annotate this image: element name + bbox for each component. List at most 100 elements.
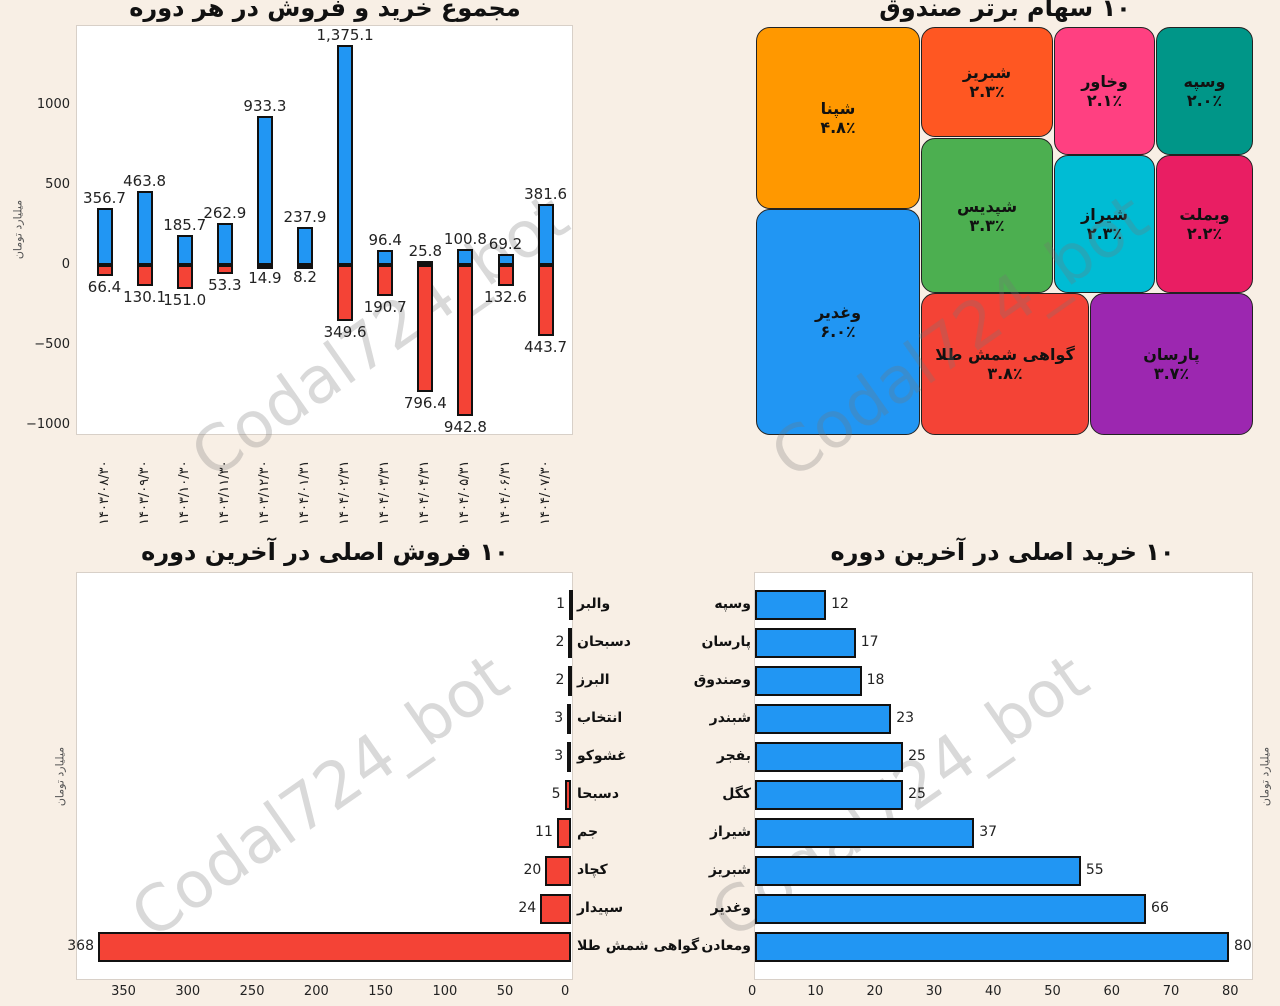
tile-percent: ۲.۲٪ [1186,224,1223,243]
sell-value-label: 443.7 [524,337,568,356]
sell-bar [176,265,193,290]
buy-value-label: 25.8 [408,241,442,260]
x-date-label: ۱۴۰۳/۰۸/۳۰ [96,460,112,525]
buy-bar [457,248,474,265]
sell-bar [537,265,554,336]
buy-bar [755,590,827,620]
y-tick-label: −500 [34,337,70,352]
buy-value-label: 55 [1085,862,1104,878]
sell-symbol-label: دسبحان [577,634,631,650]
sell-symbol-label: انتخاب [577,710,623,726]
sell-value-label: 151.0 [163,291,207,310]
x-tick-label: 70 [1162,984,1180,999]
sell-bar [569,590,573,620]
buy-value-label: 356.7 [83,188,126,207]
buy-bar [297,226,313,265]
x-tick-label: 0 [561,984,570,999]
tile-name: شپنا [820,99,856,118]
buy-bar [755,818,975,848]
x-tick-label: 60 [1103,984,1121,999]
buy-bar [256,115,273,265]
buy-value-label: 100.8 [443,229,487,248]
tile-percent: ۴.۸٪ [820,118,856,137]
y-tick-label: 500 [45,177,70,192]
sell-value-label: 942.8 [443,417,487,436]
sell-value-label: 5 [551,786,561,802]
buy-symbol-label: کگل [722,786,751,802]
buy-sell-chart-ylabel: میلیارد تومان [11,199,25,260]
x-tick-label: 200 [303,984,329,999]
sell-symbol-label: جم [577,824,599,840]
x-tick-label: 20 [866,984,884,999]
buy-bar [755,704,892,734]
sell-bar [297,265,313,269]
buy-bar [755,742,904,772]
tile-name: شیراز [1081,205,1128,224]
sell-bar [337,265,354,321]
buy-symbol-label: وصندوق [693,672,751,688]
x-tick-label: 40 [985,984,1002,999]
y-tick-label: −1000 [26,417,70,432]
top-sells-plot [76,572,573,980]
sell-bar [567,704,572,734]
tile-percent: ۳.۷٪ [1153,364,1190,383]
buy-bar [755,628,856,658]
x-date-label: ۱۴۰۴/۰۳/۳۱ [377,460,393,525]
sell-value-label: 53.3 [208,275,242,294]
buy-value-label: 96.4 [368,230,402,249]
buy-value-label: 25 [908,748,926,764]
sell-bar [98,932,571,962]
buy-value-label: 185.7 [163,216,207,235]
treemap-tile: شبریز ۲.۳٪ [921,27,1053,137]
buy-symbol-label: بفجر [716,748,751,764]
buy-bar [755,856,1081,886]
buy-value-label: 262.9 [203,203,247,222]
tile-name: شبریز [962,63,1012,82]
buy-bar [755,894,1147,924]
sell-bar [256,265,273,269]
tile-name: وغدیر [814,303,862,322]
buy-sell-chart-plot [76,25,573,435]
buy-symbol-label: شبریز [708,862,751,878]
y-tick-label: 1000 [36,97,70,112]
tile-percent: ۲.۱٪ [1086,91,1123,110]
sell-bar [216,265,233,274]
sell-value-label: 1 [556,596,565,612]
tile-percent: ۲.۳٪ [969,82,1005,101]
buy-bar [136,190,153,265]
sell-value-label: 24 [518,900,537,916]
x-tick-label: 50 [496,984,514,999]
sell-value-label: 2 [555,634,565,650]
top-buys-ylabel: میلیارد تومان [1258,746,1272,807]
buy-symbol-label: وسپه [714,596,751,612]
buy-value-label: 25 [908,786,926,802]
sell-bar [417,265,434,393]
tile-percent: ۶.۰٪ [820,322,856,341]
tile-percent: ۳.۸٪ [987,364,1023,383]
sell-bar [96,265,113,276]
x-tick-label: 30 [925,984,943,999]
x-date-label: ۱۴۰۳/۱۲/۳۰ [256,460,272,525]
tile-name: گواهی شمش طلا [935,345,1075,364]
buy-value-label: 37 [979,824,998,840]
sell-symbol-label: والبر [577,596,611,612]
x-date-label: ۱۴۰۴/۰۷/۳۰ [537,460,553,525]
buy-bar [176,235,193,265]
sell-value-label: 3 [554,710,564,726]
buy-bar [417,260,434,265]
buy-sell-chart-title: مجموع خرید و فروش در هر دوره [129,0,521,22]
sell-symbol-label: کچاد [577,862,608,878]
sell-value-label: 14.9 [248,269,282,288]
top-sells-title: ۱۰ فروش اصلی در آخرین دوره [141,538,509,566]
top-holdings-title: ۱۰ سهام برتر صندوق [879,0,1131,22]
sell-value-label: 3 [554,748,564,764]
buy-value-label: 237.9 [283,207,327,226]
buy-symbol-label: شبندر [709,710,751,726]
x-tick-label: 350 [111,984,136,999]
sell-value-label: 190.7 [363,297,407,316]
buy-symbol-label: شیراز [709,824,751,840]
x-tick-label: 250 [239,984,265,999]
top-sells-ylabel: میلیارد تومان [53,746,67,807]
buy-value-label: 17 [860,634,879,650]
treemap-tile: شیراز ۲.۳٪ [1054,155,1155,293]
